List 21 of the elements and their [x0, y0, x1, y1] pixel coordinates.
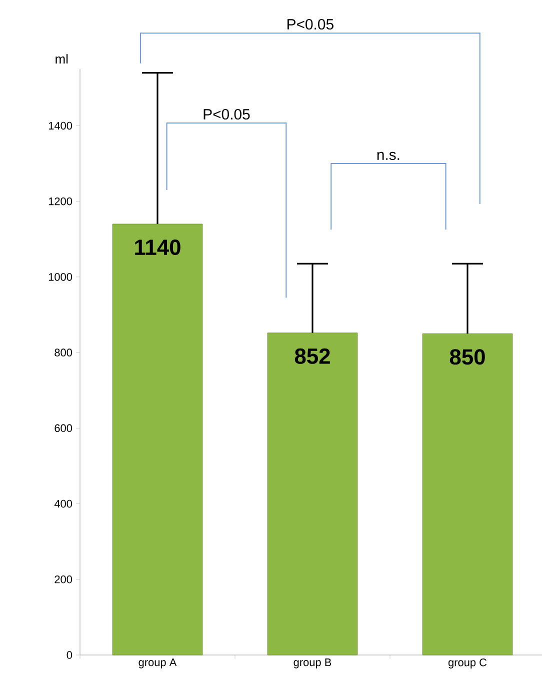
bar — [267, 332, 358, 656]
y-tick-label: 1200 — [48, 197, 72, 206]
text: P<0.05 — [288, 18, 334, 30]
x-tick-label: group A — [138, 658, 177, 668]
y-axis-title: ml — [56, 54, 68, 64]
data-label: 1140 — [135, 240, 180, 256]
x-tick-label: group B — [294, 658, 332, 668]
y-tick-label: 800 — [54, 348, 72, 356]
y-tick-label: 600 — [54, 424, 72, 432]
bar — [112, 224, 203, 656]
y-tick-label: 1400 — [48, 122, 72, 130]
x-tick-label: group C — [448, 658, 487, 668]
y-tick-label: 1000 — [48, 273, 72, 281]
data-label: 852 — [294, 348, 330, 364]
y-tick-label: 0 — [66, 651, 72, 659]
y-tick-label: 200 — [54, 576, 72, 584]
data-label: 850 — [450, 349, 485, 365]
bar — [422, 333, 513, 656]
annotation: n.s. — [377, 152, 400, 160]
annotation: P<0.05 — [204, 108, 250, 120]
y-tick-label: 400 — [54, 500, 72, 508]
